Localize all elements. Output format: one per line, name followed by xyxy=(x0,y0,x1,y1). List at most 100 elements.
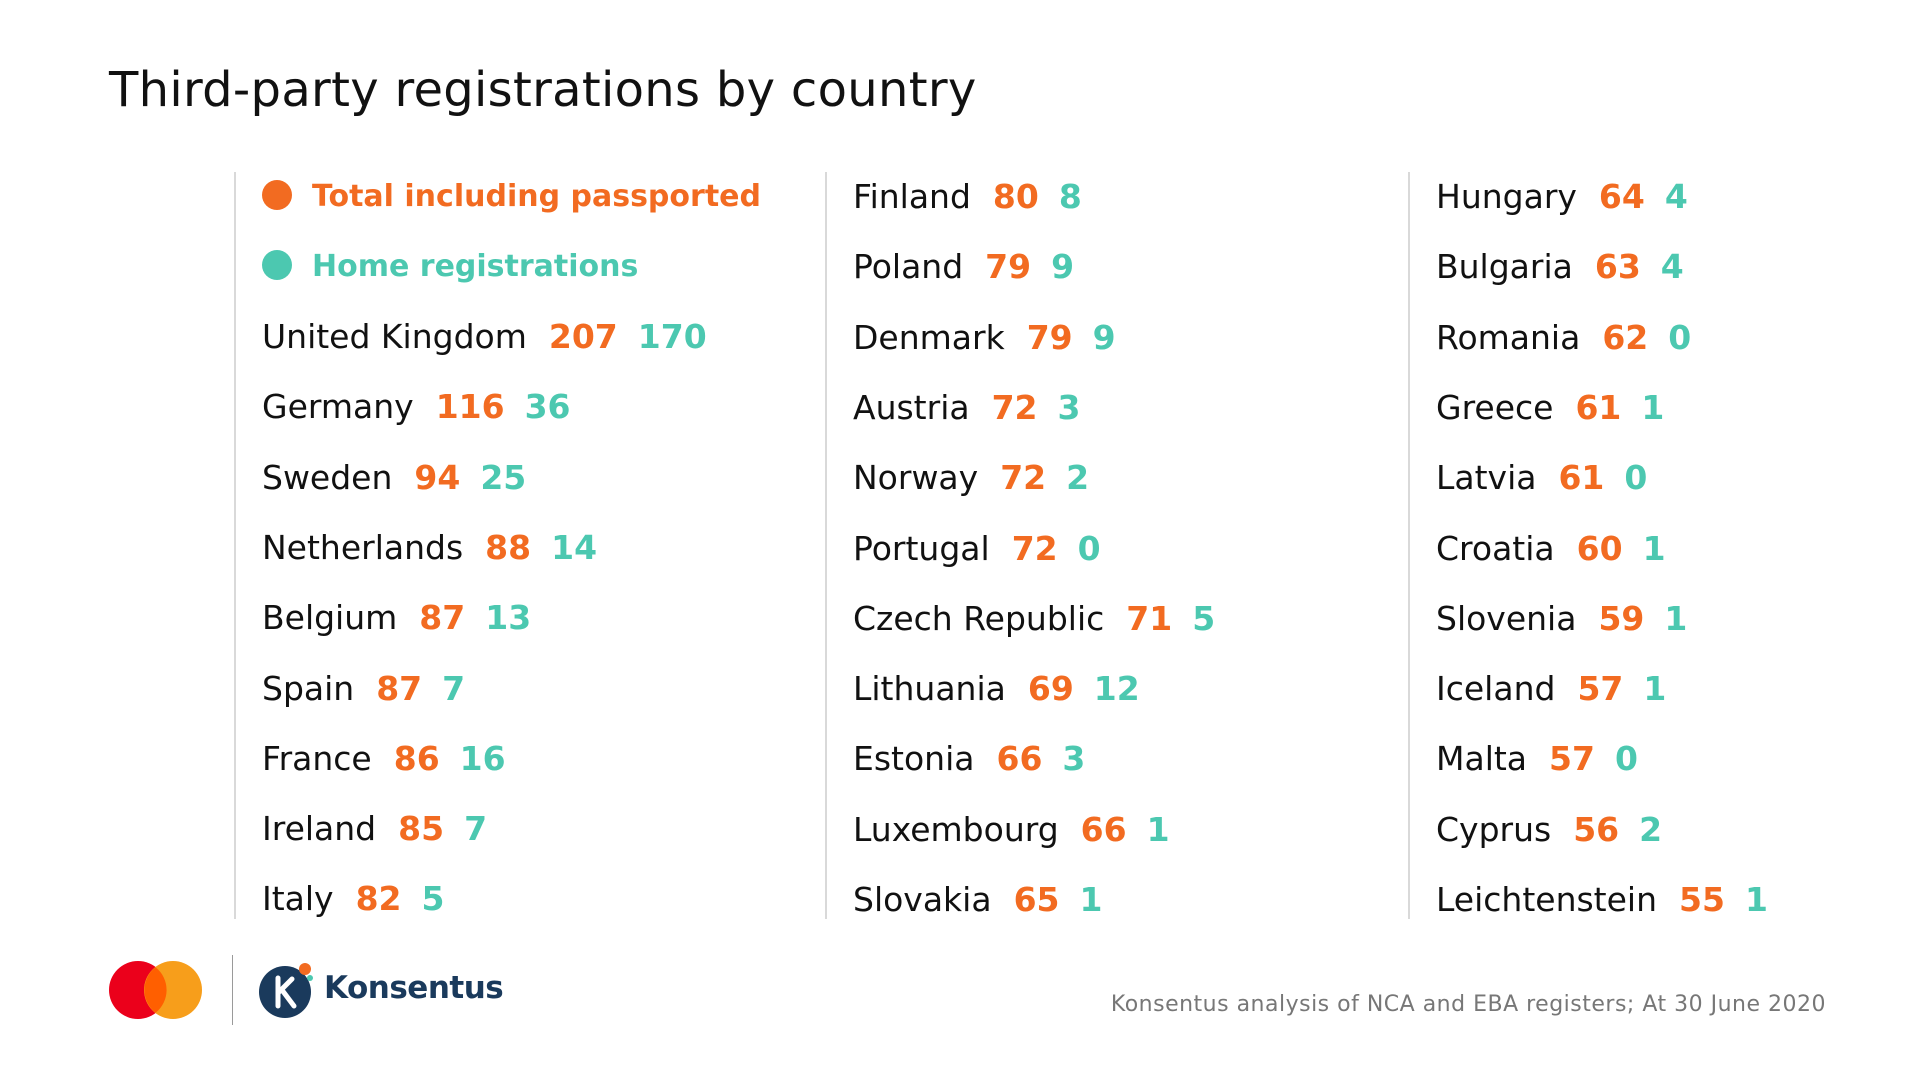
total-value: 94 xyxy=(414,457,461,497)
country-row: Estonia 66 3 xyxy=(853,734,1085,784)
logo-divider xyxy=(232,955,233,1025)
country-name: Malta xyxy=(1436,739,1528,779)
total-value: 57 xyxy=(1549,739,1595,779)
home-value: 0 xyxy=(1668,317,1692,357)
total-value: 65 xyxy=(1013,880,1060,919)
home-value: 36 xyxy=(524,387,571,427)
country-row: Ireland 85 7 xyxy=(262,804,487,854)
total-value: 71 xyxy=(1126,598,1173,638)
country-name: Estonia xyxy=(853,739,975,779)
home-value: 7 xyxy=(464,809,488,849)
total-value: 63 xyxy=(1594,247,1641,287)
country-row: Luxembourg 66 1 xyxy=(853,805,1170,855)
total-value: 79 xyxy=(985,247,1032,287)
country-name: United Kingdom xyxy=(262,317,527,356)
country-row: Denmark 79 9 xyxy=(853,313,1116,363)
country-name: Finland xyxy=(853,177,971,216)
total-value: 57 xyxy=(1577,669,1624,709)
total-value: 116 xyxy=(435,387,505,427)
home-value: 14 xyxy=(551,527,598,567)
page-title: Third-party registrations by country xyxy=(109,62,977,118)
total-value: 87 xyxy=(419,598,466,638)
total-value: 72 xyxy=(991,387,1038,427)
total-dot-icon xyxy=(262,179,292,210)
total-value: 79 xyxy=(1026,317,1073,357)
country-row: Malta 57 0 xyxy=(1436,734,1638,784)
country-row: Iceland 57 1 xyxy=(1436,664,1666,714)
country-row: Norway 72 2 xyxy=(853,453,1089,503)
home-value: 1 xyxy=(1643,669,1667,709)
home-value: 7 xyxy=(442,668,466,708)
home-value: 0 xyxy=(1077,528,1101,568)
country-name: France xyxy=(262,738,372,778)
home-value: 16 xyxy=(459,738,506,778)
total-value: 66 xyxy=(996,739,1043,779)
home-value: 9 xyxy=(1051,247,1075,287)
total-value: 86 xyxy=(393,738,440,778)
total-value: 82 xyxy=(355,879,402,919)
country-name: Luxembourg xyxy=(853,809,1059,849)
total-value: 61 xyxy=(1575,387,1622,427)
country-row: Leichtenstein 55 1 xyxy=(1436,875,1768,925)
total-value: 88 xyxy=(485,527,532,567)
country-name: Poland xyxy=(853,247,964,287)
country-row: Bulgaria 63 4 xyxy=(1436,242,1684,292)
konsentus-logo-icon xyxy=(259,963,313,1018)
home-value: 0 xyxy=(1614,739,1638,779)
country-name: Czech Republic xyxy=(853,598,1105,638)
country-name: Greece xyxy=(1436,387,1554,427)
country-row: Croatia 60 1 xyxy=(1436,524,1666,574)
country-name: Romania xyxy=(1436,317,1581,357)
total-value: 72 xyxy=(1011,528,1058,568)
home-value: 1 xyxy=(1146,809,1170,849)
country-name: Italy xyxy=(262,879,334,919)
country-name: Hungary xyxy=(1436,177,1577,216)
total-value: 207 xyxy=(548,317,618,356)
home-value: 5 xyxy=(1192,598,1216,638)
home-dot-icon xyxy=(262,249,292,280)
country-row: Romania 62 0 xyxy=(1436,313,1691,363)
total-value: 60 xyxy=(1576,528,1623,568)
konsentus-logo: Konsentus xyxy=(258,960,508,1020)
home-value: 1 xyxy=(1641,387,1665,427)
country-name: Lithuania xyxy=(853,669,1006,709)
home-value: 1 xyxy=(1664,598,1688,638)
legend-home-label: Home registrations xyxy=(312,249,639,284)
country-name: Ireland xyxy=(262,809,377,849)
country-row: Spain 87 7 xyxy=(262,664,465,714)
home-value: 9 xyxy=(1092,317,1116,357)
country-name: Sweden xyxy=(262,457,393,497)
home-value: 13 xyxy=(485,598,532,638)
footer-logos: Konsentus xyxy=(108,952,508,1032)
country-row: Latvia 61 0 xyxy=(1436,453,1647,503)
country-row: United Kingdom 207 170 xyxy=(262,312,707,362)
country-name: Norway xyxy=(853,458,979,498)
home-value: 1 xyxy=(1744,880,1768,919)
total-value: 62 xyxy=(1602,317,1649,357)
home-value: 3 xyxy=(1062,739,1086,779)
legend-item-total: Total including passported xyxy=(262,172,761,222)
country-row: Germany 116 36 xyxy=(262,382,571,432)
country-row: Greece 61 1 xyxy=(1436,383,1664,433)
home-value: 1 xyxy=(1642,528,1666,568)
total-value: 61 xyxy=(1558,458,1605,498)
total-value: 55 xyxy=(1679,880,1725,919)
country-name: Iceland xyxy=(1436,669,1556,709)
country-name: Bulgaria xyxy=(1436,247,1573,287)
country-row: Netherlands 88 14 xyxy=(262,523,597,573)
total-value: 69 xyxy=(1027,669,1074,709)
home-value: 0 xyxy=(1624,458,1648,498)
mastercard-logo-icon xyxy=(109,961,202,1019)
total-value: 64 xyxy=(1598,177,1645,216)
country-row: Hungary 64 4 xyxy=(1436,172,1688,222)
country-name: Slovakia xyxy=(853,880,992,919)
total-value: 56 xyxy=(1573,809,1620,849)
country-row: Sweden 94 25 xyxy=(262,453,526,503)
konsentus-brand-name: Konsentus xyxy=(324,970,504,1006)
source-note: Konsentus analysis of NCA and EBA regist… xyxy=(1110,992,1826,1017)
home-value: 4 xyxy=(1664,177,1688,216)
country-name: Leichtenstein xyxy=(1436,880,1658,919)
home-value: 25 xyxy=(480,457,527,497)
table-column-2: Finland 80 8 Poland 79 9 Denmark 79 9 Austria 72 3 N… xyxy=(825,172,1397,919)
country-name: Portugal xyxy=(853,528,990,568)
